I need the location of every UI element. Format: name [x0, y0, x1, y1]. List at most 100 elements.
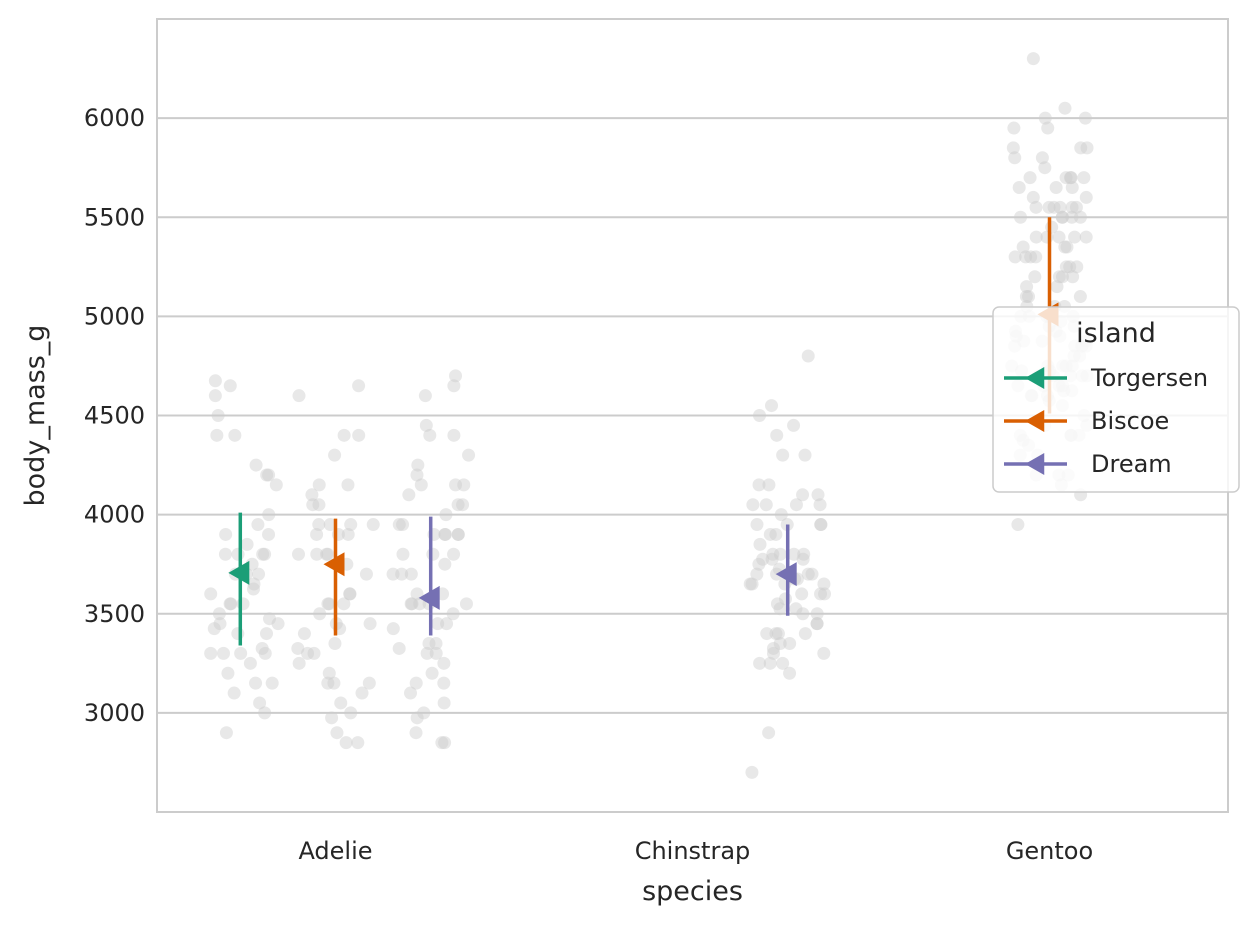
strip-point [351, 736, 365, 750]
strip-point [413, 597, 427, 611]
strip-point [212, 607, 226, 621]
strip-point [447, 379, 461, 393]
strip-point [386, 622, 400, 636]
strip-point [1059, 171, 1073, 185]
strip-point [337, 428, 351, 442]
strip-point [752, 478, 766, 492]
strip-point [216, 646, 230, 660]
strip-point [1035, 151, 1049, 165]
strip-point [258, 706, 272, 720]
strip-point [1080, 141, 1094, 155]
y-tick-label: 3500 [84, 600, 145, 628]
strip-point [392, 641, 406, 655]
point-estimate-marker [775, 562, 797, 587]
strip-point [1019, 250, 1033, 264]
strip-point [262, 468, 276, 482]
strip-point [321, 547, 335, 561]
strip-point [462, 448, 476, 462]
strip-point [1073, 210, 1087, 224]
strip-point [227, 686, 241, 700]
strip-point [323, 518, 337, 532]
strip-point [451, 527, 465, 541]
strip-point [752, 557, 766, 571]
strip-point [312, 498, 326, 512]
strip-point [292, 547, 306, 561]
strip-point [1050, 280, 1064, 294]
strip-point [204, 646, 218, 660]
strip-point [783, 636, 797, 650]
y-tick-label: 4500 [84, 402, 145, 430]
y-axis-title: body_mass_g [20, 325, 51, 507]
strip-point [810, 617, 824, 631]
strip-point [438, 736, 452, 750]
strip-point [355, 686, 369, 700]
x-tick-label: Gentoo [1006, 837, 1093, 865]
strip-point [447, 547, 461, 561]
strip-point [223, 597, 237, 611]
strip-point [321, 597, 335, 611]
strip-point [260, 468, 274, 482]
strip-point [766, 641, 780, 655]
strip-point [447, 428, 461, 442]
strip-point [818, 587, 832, 601]
strip-point [352, 379, 366, 393]
strip-point [1079, 230, 1093, 244]
strip-point [811, 488, 825, 502]
strip-point [325, 711, 339, 725]
strip-point [457, 478, 471, 492]
strip-point [310, 547, 324, 561]
strip-point [409, 676, 423, 690]
strip-point [1019, 290, 1033, 304]
y-tick-label: 6000 [84, 104, 145, 132]
strip-point [756, 552, 770, 566]
strip-point [1038, 111, 1052, 125]
legend-marker [1025, 367, 1045, 389]
strip-point [312, 518, 326, 532]
strip-point [310, 527, 324, 541]
strip-point [435, 736, 449, 750]
strip-point [1011, 518, 1025, 532]
strip-point [363, 617, 377, 631]
strip-point [228, 428, 242, 442]
strip-point [404, 567, 418, 581]
strip-point [801, 567, 815, 581]
strip-point [456, 498, 470, 512]
strip-point [1029, 250, 1043, 264]
strip-point [343, 587, 357, 601]
strip-point [253, 696, 267, 710]
strip-point [817, 646, 831, 660]
strip-point [396, 547, 410, 561]
strip-point [1065, 200, 1079, 214]
legend-title: island [1076, 318, 1156, 349]
strip-point [814, 518, 828, 532]
strip-point [766, 646, 780, 660]
strip-point [438, 527, 452, 541]
strip-point [437, 696, 451, 710]
strip-point [1069, 200, 1083, 214]
strip-point [265, 676, 279, 690]
strip-point [243, 656, 257, 670]
strip-point [796, 552, 810, 566]
strip-point [440, 617, 454, 631]
strip-point [759, 498, 773, 512]
strip-point [231, 627, 245, 641]
strip-point [1006, 141, 1020, 155]
strip-point [1007, 121, 1021, 135]
strip-point [789, 498, 803, 512]
strip-point [438, 557, 452, 571]
strip-point [392, 518, 406, 532]
strip-point [301, 646, 315, 660]
strip-point [246, 582, 260, 596]
strip-point [366, 518, 380, 532]
strip-point [797, 547, 811, 561]
strip-point [1020, 280, 1034, 294]
strip-point [769, 527, 783, 541]
strip-point [256, 547, 270, 561]
strip-point [1063, 171, 1077, 185]
strip-point [753, 409, 767, 422]
strip-point [437, 676, 451, 690]
strip-point [410, 711, 424, 725]
strip-point [1064, 171, 1078, 185]
strip-point [418, 389, 432, 403]
